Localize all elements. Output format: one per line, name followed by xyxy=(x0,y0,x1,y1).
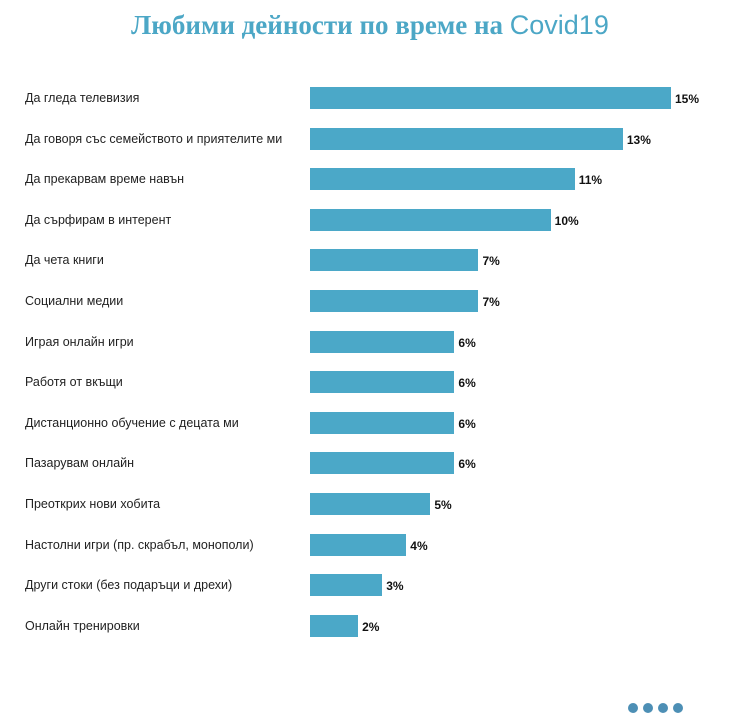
category-label: Дистанционно обучение с децата ми xyxy=(25,415,239,430)
data-label: 6% xyxy=(458,335,476,350)
bar xyxy=(310,574,383,597)
category-label: Да чета книги xyxy=(25,253,104,268)
title-text: Любими дейности по време на xyxy=(131,10,504,40)
data-label: 5% xyxy=(434,498,452,512)
bar xyxy=(310,614,359,637)
data-label: 3% xyxy=(386,579,404,594)
data-label: 6% xyxy=(458,376,476,391)
category-label: Преоткрих нови хобита xyxy=(25,497,161,511)
category-label: Други стоки (без подаръци и дрехи) xyxy=(25,578,233,593)
category-label: Работя от вкъщи xyxy=(25,375,123,390)
bar xyxy=(310,168,575,191)
data-label: 6% xyxy=(458,457,476,472)
category-label: Да сърфирам в интерент xyxy=(25,212,172,227)
data-label: 13% xyxy=(626,132,651,147)
bar xyxy=(310,371,455,394)
category-label: Социални медии xyxy=(25,294,124,308)
data-label: 4% xyxy=(410,538,428,553)
data-label: 7% xyxy=(482,295,500,309)
category-label: Онлайн тренировки xyxy=(25,618,140,633)
data-label: 7% xyxy=(482,254,500,269)
data-label: 2% xyxy=(362,619,380,634)
title-covid: Covid19 xyxy=(509,10,609,40)
logo-partial xyxy=(628,700,688,713)
bar xyxy=(310,290,479,312)
bar xyxy=(310,87,671,109)
bar xyxy=(310,127,623,150)
bar xyxy=(310,411,455,434)
bar xyxy=(310,208,551,231)
category-label: Да говоря със семейството и приятелите м… xyxy=(25,131,283,146)
bar xyxy=(310,330,455,353)
data-label: 11% xyxy=(578,173,603,188)
category-label: Да гледа телевизия xyxy=(25,91,140,105)
bar xyxy=(310,249,479,272)
data-label: 6% xyxy=(458,416,476,431)
category-label: Пазарувам онлайн xyxy=(25,456,135,471)
chart-title: Любими дейности по време на Covid19 xyxy=(0,10,740,41)
data-label: 15% xyxy=(675,92,700,106)
bar xyxy=(310,493,431,515)
bar xyxy=(310,452,455,475)
category-label: Да прекарвам време навън xyxy=(25,172,185,187)
data-label: 10% xyxy=(554,213,579,228)
bar xyxy=(310,533,407,556)
category-label: Настолни игри (пр. скрабъл, монополи) xyxy=(25,537,254,552)
category-label: Играя онлайн игри xyxy=(25,334,134,349)
